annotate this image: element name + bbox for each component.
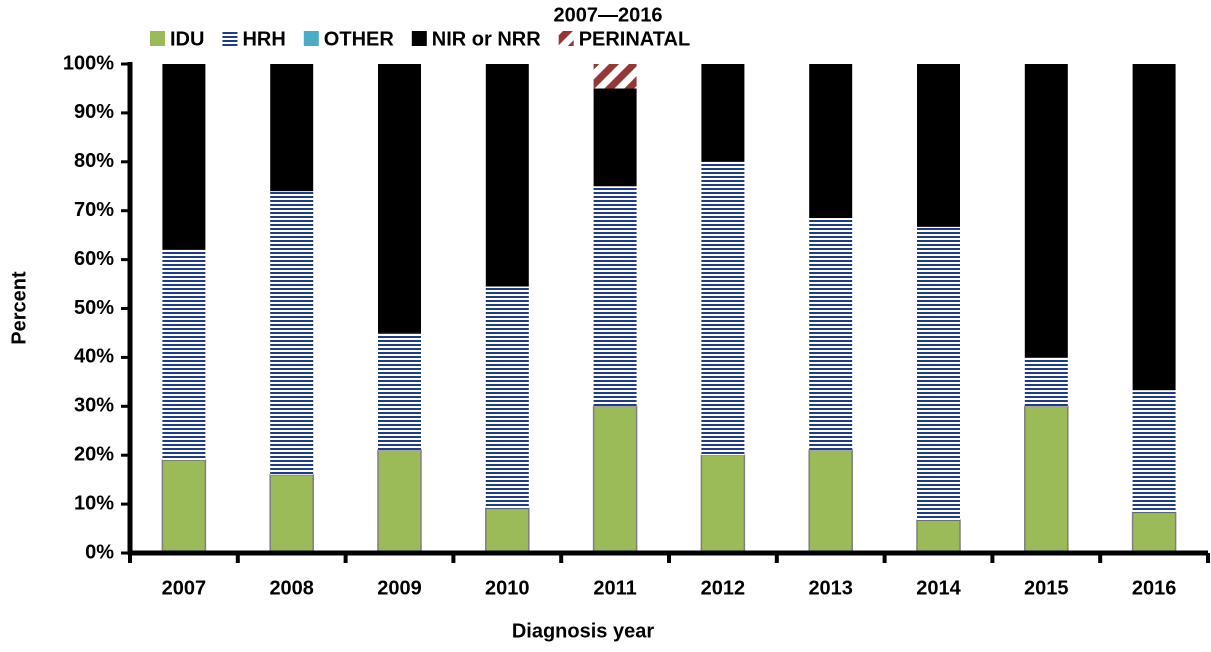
bar-segment (1024, 405, 1069, 554)
bar-segment (809, 218, 853, 451)
y-tick-label: 50% (74, 297, 114, 319)
bar-segment (700, 454, 746, 554)
legend-label: PERINATAL (579, 28, 690, 50)
y-tick-label: 10% (74, 492, 114, 514)
legend-label: OTHER (324, 28, 395, 50)
y-tick-label: 80% (74, 150, 114, 172)
bar-segment (809, 64, 853, 219)
bar-segment (377, 449, 422, 554)
x-tick-label: 2010 (485, 577, 530, 599)
x-tick-label: 2008 (269, 577, 314, 599)
legend-swatch (222, 31, 238, 46)
x-tick-label: 2015 (1024, 577, 1069, 599)
bar-segment (269, 474, 314, 554)
legend-label: IDU (170, 28, 204, 50)
legend-swatch (303, 31, 319, 46)
bar-segment (593, 64, 637, 89)
x-axis-label: Diagnosis year (512, 620, 655, 642)
bar-segment (378, 332, 421, 451)
y-tick-label: 60% (74, 248, 114, 270)
y-tick-label: 20% (74, 443, 114, 465)
chart-title: 2007—2016 (554, 4, 663, 26)
x-tick-label: 2014 (916, 577, 961, 599)
legend-label: NIR or NRR (432, 28, 541, 50)
legend-swatch (150, 31, 165, 46)
bar-segment (270, 64, 314, 192)
bar-segment (485, 286, 529, 509)
x-tick-label: 2012 (701, 577, 746, 599)
bar-segment (808, 449, 853, 554)
bar-segment (917, 226, 960, 521)
y-tick-label: 90% (74, 101, 114, 123)
bar-segment (916, 519, 961, 554)
y-tick-label: 40% (74, 346, 114, 368)
bar-segment (701, 161, 745, 456)
legend-label: HRH (242, 28, 285, 50)
bar-segment (270, 191, 314, 475)
bar-segment (917, 64, 960, 227)
legend-swatch (411, 31, 427, 46)
bar-segment (162, 64, 206, 250)
bar-segment (485, 507, 530, 554)
y-tick-label: 70% (74, 199, 114, 221)
x-tick-label: 2007 (162, 577, 207, 599)
bar-segment (1132, 390, 1176, 513)
bar-segment (1132, 64, 1176, 391)
bar-segment (485, 64, 529, 287)
bar-segment (701, 64, 745, 162)
y-tick-label: 0% (85, 541, 114, 563)
bar-segment (378, 64, 421, 333)
bar-segment (1131, 511, 1177, 554)
bar-segment (161, 459, 207, 554)
y-axis-label: Percent (8, 271, 30, 345)
x-tick-label: 2009 (377, 577, 422, 599)
bar-segment (1024, 64, 1068, 358)
legend-swatch (558, 31, 574, 46)
bar-segment (162, 249, 206, 461)
y-tick-label: 30% (74, 395, 114, 417)
y-tick-label: 100% (63, 52, 114, 74)
bar-segment (593, 186, 637, 407)
x-tick-label: 2016 (1132, 577, 1177, 599)
x-tick-label: 2013 (808, 577, 853, 599)
bar-segment (593, 88, 637, 187)
x-tick-label: 2011 (593, 577, 636, 599)
bar-segment (592, 405, 638, 554)
bar-segment (1024, 357, 1068, 407)
